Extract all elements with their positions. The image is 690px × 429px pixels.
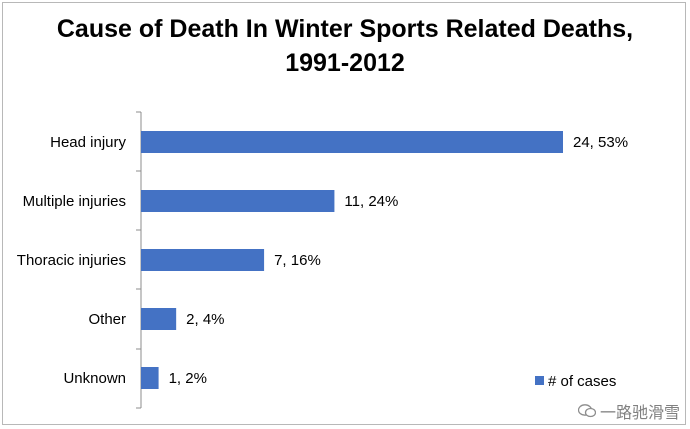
bar bbox=[141, 190, 335, 212]
category-label: Multiple injuries bbox=[23, 193, 126, 210]
data-label: 2, 4% bbox=[186, 311, 224, 328]
data-label: 7, 16% bbox=[274, 252, 321, 269]
category-label: Head injury bbox=[50, 134, 126, 151]
bar bbox=[141, 308, 177, 330]
chart-frame bbox=[2, 2, 686, 425]
watermark: 一路驰滑雪 bbox=[577, 399, 680, 423]
data-label: 1, 2% bbox=[169, 370, 207, 387]
category-label: Unknown bbox=[63, 370, 126, 387]
category-label: Thoracic injuries bbox=[17, 252, 126, 269]
chart-title: Cause of Death In Winter Sports Related … bbox=[56, 15, 634, 43]
bar bbox=[141, 249, 265, 271]
legend-label: # of cases bbox=[548, 373, 616, 390]
bar bbox=[141, 131, 563, 153]
legend-swatch bbox=[535, 376, 544, 385]
data-label: 24, 53% bbox=[573, 134, 628, 151]
bar bbox=[141, 367, 159, 389]
category-label: Other bbox=[88, 311, 126, 328]
wechat-icon bbox=[577, 404, 596, 418]
data-label: 11, 24% bbox=[344, 193, 398, 210]
watermark-text: 一路驰滑雪 bbox=[599, 405, 680, 422]
chart-subtitle: 1991-2012 bbox=[285, 49, 405, 77]
